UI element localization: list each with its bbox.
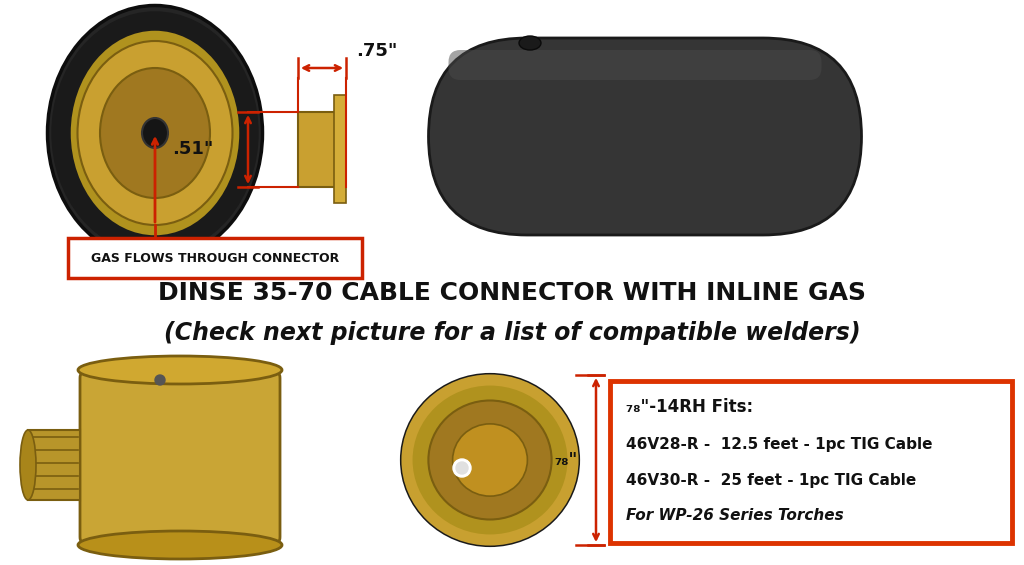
Text: ₇₈"-14RH Fits:: ₇₈"-14RH Fits: (626, 398, 753, 416)
Circle shape (456, 462, 468, 474)
Ellipse shape (78, 531, 282, 559)
Ellipse shape (57, 17, 253, 249)
Text: For WP-26 Series Torches: For WP-26 Series Torches (626, 507, 844, 523)
Circle shape (453, 459, 471, 477)
Bar (334, 95, 346, 203)
Text: 46V30-R -  25 feet - 1pc TIG Cable: 46V30-R - 25 feet - 1pc TIG Cable (626, 473, 916, 489)
FancyBboxPatch shape (68, 238, 362, 278)
Text: 46V28-R -  12.5 feet - 1pc TIG Cable: 46V28-R - 12.5 feet - 1pc TIG Cable (626, 437, 933, 453)
Ellipse shape (142, 118, 168, 148)
Text: .75": .75" (356, 42, 397, 60)
Ellipse shape (78, 41, 232, 225)
Ellipse shape (428, 401, 552, 519)
Text: (Check next picture for a list of compatible welders): (Check next picture for a list of compat… (164, 321, 860, 345)
Ellipse shape (519, 36, 541, 50)
Ellipse shape (20, 430, 36, 500)
Ellipse shape (453, 424, 527, 496)
Circle shape (155, 375, 165, 385)
Text: ₇₈": ₇₈" (555, 451, 578, 469)
FancyBboxPatch shape (428, 38, 861, 235)
Ellipse shape (47, 6, 262, 260)
FancyBboxPatch shape (80, 370, 280, 545)
FancyBboxPatch shape (610, 381, 1012, 543)
Text: DINSE 35-70 CABLE CONNECTOR WITH INLINE GAS: DINSE 35-70 CABLE CONNECTOR WITH INLINE … (158, 281, 866, 305)
Bar (28, 430, 80, 500)
FancyBboxPatch shape (449, 50, 821, 80)
Text: GAS FLOWS THROUGH CONNECTOR: GAS FLOWS THROUGH CONNECTOR (91, 251, 339, 264)
Bar (298, 112, 340, 187)
Ellipse shape (100, 68, 210, 198)
Ellipse shape (402, 375, 578, 545)
Text: .51": .51" (172, 141, 213, 159)
Ellipse shape (78, 356, 282, 384)
